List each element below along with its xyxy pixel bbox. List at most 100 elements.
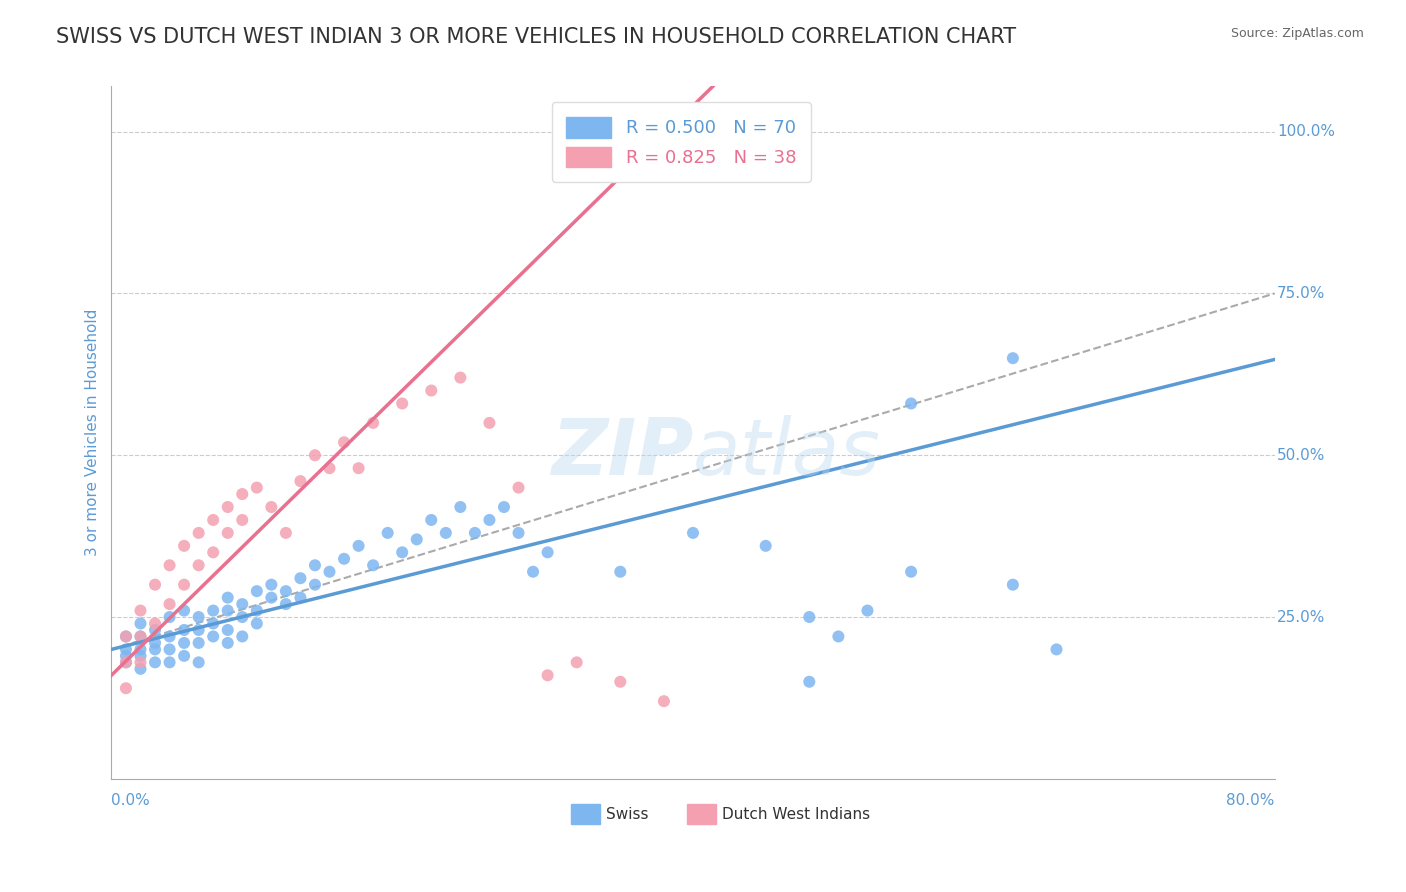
- Point: [1001, 577, 1024, 591]
- Point: [434, 525, 457, 540]
- Point: [129, 616, 152, 631]
- Point: [173, 603, 195, 617]
- Point: [159, 642, 181, 657]
- Point: [159, 558, 181, 573]
- Point: [304, 558, 326, 573]
- Point: [115, 656, 138, 670]
- Point: [449, 370, 471, 384]
- Point: [115, 642, 138, 657]
- Point: [115, 656, 138, 670]
- Point: [290, 474, 312, 488]
- Point: [464, 525, 486, 540]
- Point: [333, 435, 356, 450]
- Point: [347, 539, 370, 553]
- Point: [260, 577, 283, 591]
- Point: [304, 577, 326, 591]
- Point: [231, 513, 253, 527]
- Point: [159, 610, 181, 624]
- Point: [202, 603, 225, 617]
- Point: [290, 571, 312, 585]
- Point: [492, 500, 515, 514]
- Point: [609, 565, 631, 579]
- Point: [231, 487, 253, 501]
- Point: [377, 525, 399, 540]
- Point: [115, 630, 138, 644]
- Point: [187, 610, 209, 624]
- Point: [246, 616, 269, 631]
- Point: [217, 636, 239, 650]
- Text: atlas: atlas: [693, 416, 882, 491]
- Point: [420, 513, 443, 527]
- Point: [202, 513, 225, 527]
- Point: [187, 623, 209, 637]
- Point: [202, 545, 225, 559]
- Text: ZIP: ZIP: [551, 416, 693, 491]
- Point: [129, 630, 152, 644]
- Point: [274, 584, 297, 599]
- Point: [522, 565, 544, 579]
- Point: [290, 591, 312, 605]
- Point: [260, 500, 283, 514]
- Point: [173, 577, 195, 591]
- Point: [173, 636, 195, 650]
- Point: [856, 603, 879, 617]
- Point: [187, 636, 209, 650]
- Point: [1001, 351, 1024, 366]
- Point: [159, 597, 181, 611]
- Point: [361, 416, 384, 430]
- Point: [129, 630, 152, 644]
- Point: [318, 461, 340, 475]
- Point: [217, 623, 239, 637]
- FancyBboxPatch shape: [571, 805, 600, 824]
- Point: [652, 694, 675, 708]
- Point: [333, 551, 356, 566]
- Point: [361, 558, 384, 573]
- Point: [217, 500, 239, 514]
- Point: [536, 545, 558, 559]
- Point: [304, 448, 326, 462]
- Point: [143, 623, 166, 637]
- Point: [609, 674, 631, 689]
- Point: [115, 681, 138, 696]
- Point: [187, 525, 209, 540]
- Point: [129, 642, 152, 657]
- Point: [173, 623, 195, 637]
- Point: [391, 396, 413, 410]
- Point: [508, 481, 530, 495]
- Point: [449, 500, 471, 514]
- Point: [187, 656, 209, 670]
- Text: Dutch West Indians: Dutch West Indians: [723, 806, 870, 822]
- Text: Source: ZipAtlas.com: Source: ZipAtlas.com: [1230, 27, 1364, 40]
- Point: [900, 565, 922, 579]
- Point: [129, 662, 152, 676]
- Point: [231, 610, 253, 624]
- Point: [217, 591, 239, 605]
- Point: [246, 603, 269, 617]
- Point: [274, 525, 297, 540]
- Point: [755, 539, 778, 553]
- Point: [478, 416, 501, 430]
- Point: [217, 603, 239, 617]
- Text: 80.0%: 80.0%: [1226, 793, 1275, 807]
- Point: [900, 396, 922, 410]
- Point: [173, 539, 195, 553]
- Text: Swiss: Swiss: [606, 806, 648, 822]
- Point: [143, 616, 166, 631]
- Point: [202, 630, 225, 644]
- Text: 75.0%: 75.0%: [1277, 286, 1326, 301]
- Point: [536, 668, 558, 682]
- Point: [115, 630, 138, 644]
- Point: [129, 656, 152, 670]
- Point: [159, 656, 181, 670]
- Point: [420, 384, 443, 398]
- Point: [260, 591, 283, 605]
- Point: [682, 525, 704, 540]
- Text: 25.0%: 25.0%: [1277, 609, 1326, 624]
- Point: [129, 648, 152, 663]
- Point: [173, 648, 195, 663]
- Point: [217, 525, 239, 540]
- Point: [318, 565, 340, 579]
- Legend: R = 0.500   N = 70, R = 0.825   N = 38: R = 0.500 N = 70, R = 0.825 N = 38: [553, 103, 811, 182]
- Point: [202, 616, 225, 631]
- Point: [143, 642, 166, 657]
